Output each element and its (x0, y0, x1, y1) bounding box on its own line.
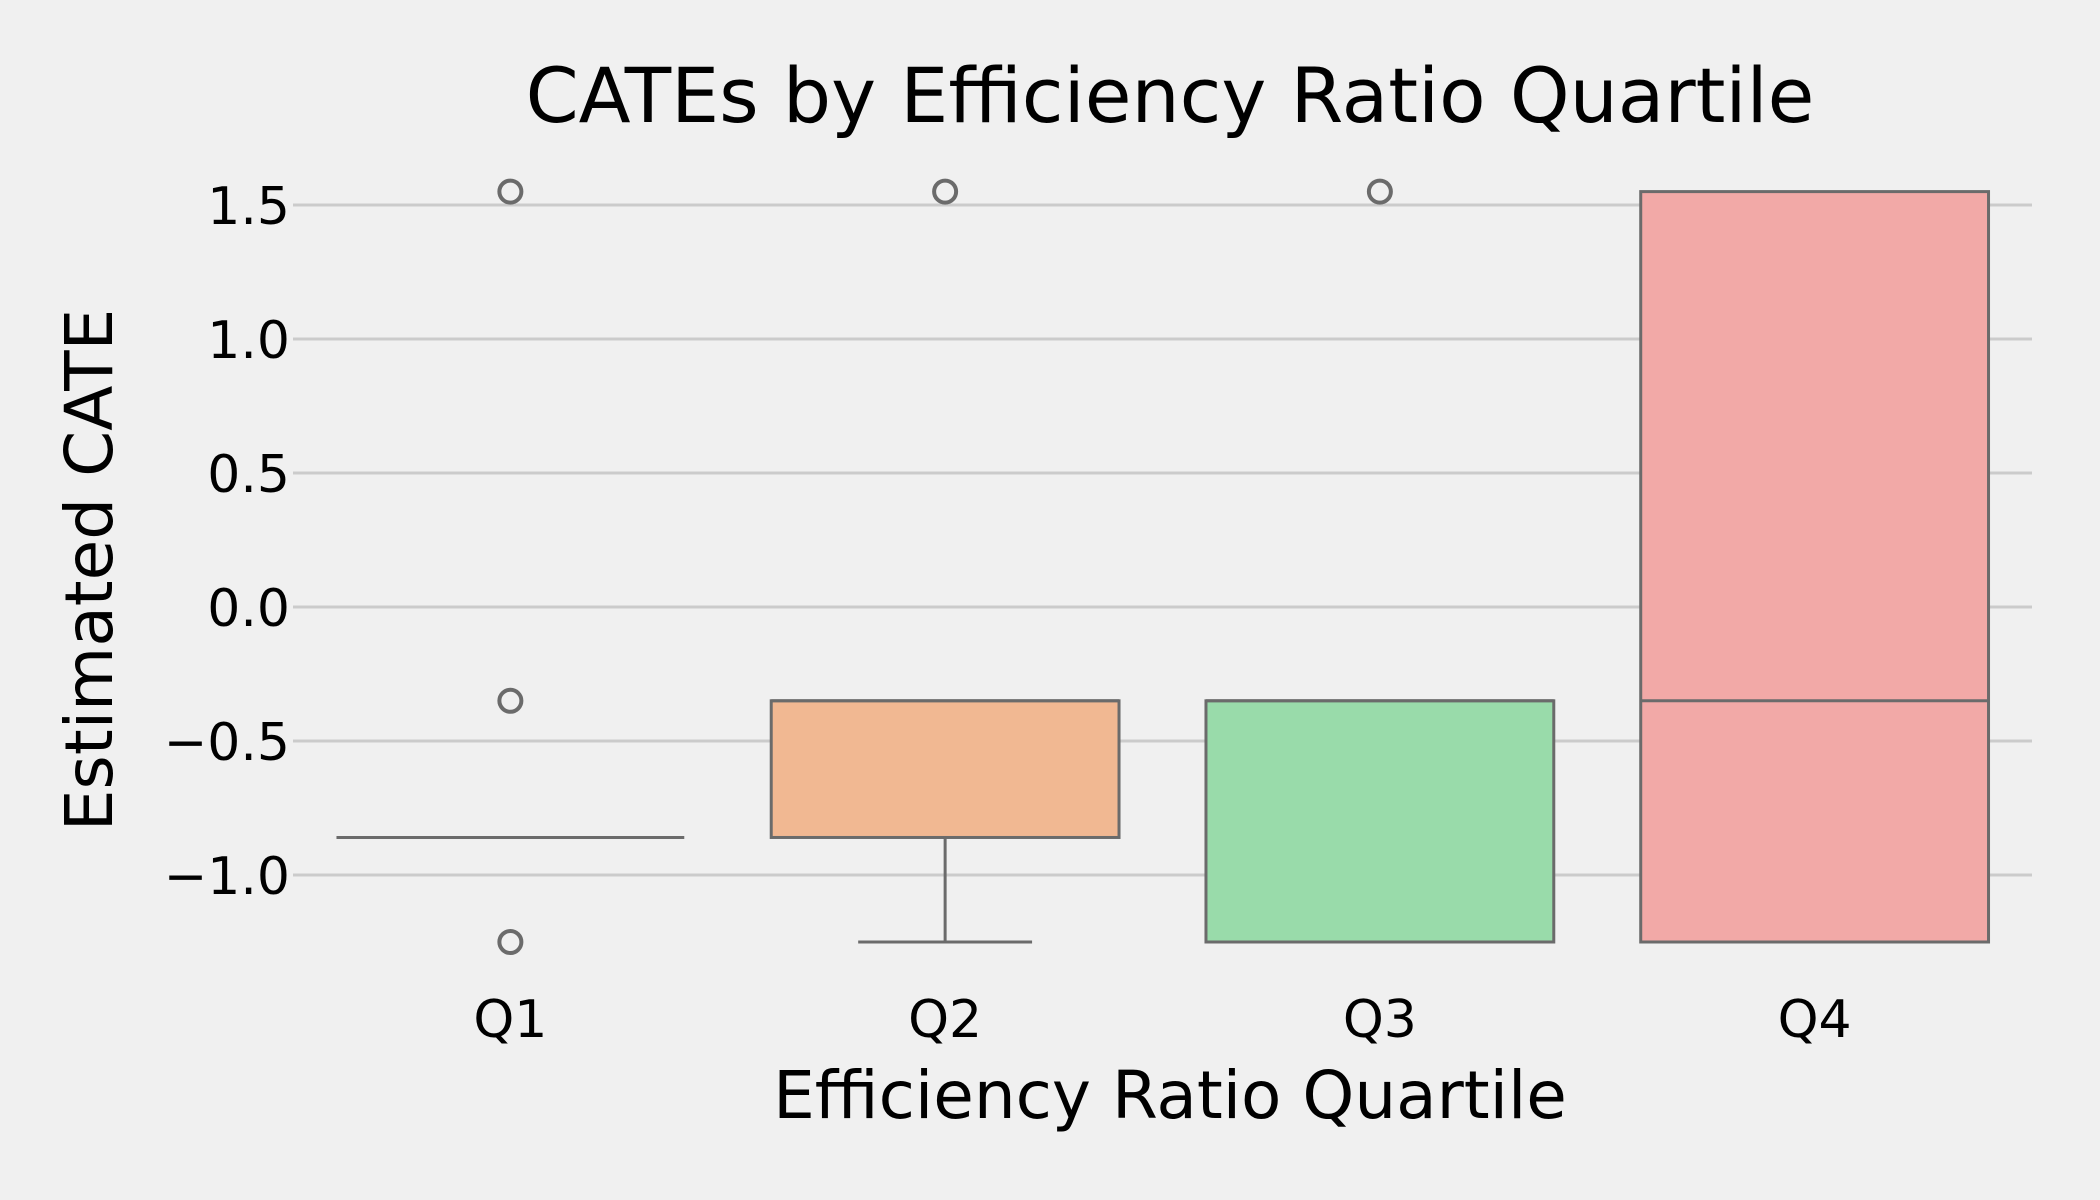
box-group-q4 (1639, 190, 1991, 944)
y-tick-label: 1.0 (207, 311, 290, 371)
box-group-q2 (769, 178, 1121, 944)
x-tick-label: Q1 (473, 990, 547, 1050)
outlier-point (932, 178, 959, 205)
y-axis-label: Estimated CATE (51, 309, 128, 832)
outlier-point (497, 929, 524, 955)
chart-title: CATEs by Efficiency Ratio Quartile (526, 51, 1815, 140)
box (769, 699, 1121, 839)
boxes (336, 178, 1991, 955)
box (1204, 699, 1556, 944)
box (1639, 190, 1991, 944)
y-tick-label: −1.0 (164, 847, 290, 907)
outlier-point (1366, 178, 1393, 205)
y-tick-label: 0.0 (207, 579, 290, 639)
x-axis-label: Efficiency Ratio Quartile (773, 1057, 1567, 1134)
y-tick-label: 0.5 (207, 445, 290, 505)
box-group-q3 (1204, 178, 1556, 944)
x-tick-labels: Q1 Q2 Q3 Q4 (473, 990, 1851, 1050)
outlier-point (497, 178, 524, 205)
y-tick-label: −0.5 (164, 713, 290, 773)
y-tick-labels: 1.5 1.0 0.5 0.0 −0.5 −1.0 (164, 177, 290, 907)
y-tick-label: 1.5 (207, 177, 290, 237)
x-tick-label: Q4 (1778, 990, 1852, 1050)
x-tick-label: Q3 (1343, 990, 1417, 1050)
outlier-point (497, 687, 524, 714)
box-group-q1 (336, 178, 685, 955)
x-tick-label: Q2 (908, 990, 982, 1050)
